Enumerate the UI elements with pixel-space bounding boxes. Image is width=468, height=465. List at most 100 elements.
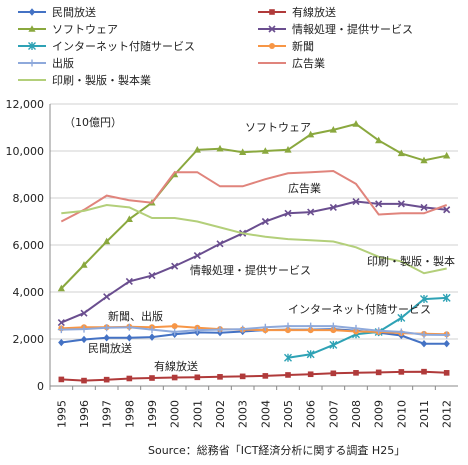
data-point [193,326,201,334]
data-point [103,376,110,383]
data-point [80,261,88,268]
legend-label: 新聞 [292,39,314,53]
data-point [420,156,428,164]
data-point [397,313,406,322]
legend-item: インターネット付随サービス [18,39,195,53]
x-tick-label: 2002 [214,400,227,428]
data-point [239,148,247,155]
legend-item: 出版 [18,56,74,70]
series [57,120,451,292]
series-label: 有線放送 [154,359,198,373]
data-point [375,369,382,376]
data-point [421,368,427,375]
x-tick-label: 2011 [418,400,431,428]
legend-item: 情報処理・提供サービス [258,22,413,36]
x-tick-label: 2001 [191,400,204,428]
data-point [103,334,110,342]
data-point [352,324,360,332]
data-point [307,322,315,330]
data-point [193,146,201,153]
series-line [60,169,448,223]
data-point [216,240,224,248]
series-label: 印刷・製版・製本 [367,254,455,268]
data-point [375,200,383,208]
series-label: ソフトウェア [245,121,311,134]
series-label: 新聞、出版 [108,309,163,323]
legend-item: 新聞 [258,39,314,53]
x-tick-label: 2009 [373,400,386,428]
source-note: Source：総務省「ICT経済分析に関する調査 H25」 [148,443,405,457]
data-point [171,328,179,336]
series-label: インターネット付随サービス [288,302,431,316]
data-point [420,295,428,304]
data-point [58,338,65,347]
series [57,322,451,339]
data-point [81,377,87,384]
data-point [262,373,269,379]
data-point [284,322,292,330]
x-tick-label: 1998 [123,400,136,428]
series-label: 民間放送 [88,341,132,355]
y-tick-label: 0 [37,380,44,393]
data-point [148,271,156,280]
data-point [217,374,223,380]
data-point [57,284,65,292]
legend-label: 有線放送 [292,5,336,19]
y-tick-label: 6,000 [13,239,45,252]
data-point [103,324,111,332]
data-point [284,209,292,217]
x-tick-label: 2004 [259,400,272,428]
data-point [329,340,338,349]
data-point [329,203,337,211]
data-point [330,370,337,377]
data-point [28,42,36,50]
data-point [330,327,337,334]
data-point [261,217,269,226]
data-point [57,326,65,334]
data-point [268,25,276,33]
data-point [171,262,179,270]
data-point [443,151,451,159]
legend-item: ソフトウェア [18,23,118,36]
data-point [126,375,133,382]
data-point [306,350,315,359]
data-point [171,323,178,330]
series [61,203,447,275]
data-point [171,374,178,381]
data-point [352,197,360,206]
data-point [58,376,65,383]
data-point [420,340,428,348]
x-tick-label: 2012 [441,400,454,428]
data-point [420,203,428,211]
x-tick-label: 1997 [101,400,114,428]
x-tick-label: 2010 [395,400,408,428]
data-point [285,372,291,378]
y-tick-label: 10,000 [6,145,45,158]
data-point [284,353,292,362]
data-point [80,309,88,317]
data-point [239,325,247,333]
x-tick-label: 2007 [327,400,340,428]
y-tick-label: 4,000 [13,286,45,299]
data-point [329,322,337,330]
series [58,368,450,384]
data-point [443,340,450,348]
y-tick-label: 12,000 [6,98,45,111]
data-point [80,325,88,333]
data-point [80,335,88,344]
legend-item: 有線放送 [258,5,336,19]
x-tick-label: 2008 [350,400,363,428]
x-tick-label: 2000 [169,400,182,428]
legend-label: インターネット付随サービス [52,39,195,53]
data-point [216,144,224,152]
data-point [307,371,314,378]
data-point [103,293,111,301]
legend-item: 民間放送 [18,5,96,19]
series-line [61,325,447,336]
y-tick-label: 8,000 [13,192,45,205]
data-point [375,136,383,144]
series-line [61,203,447,275]
data-point [398,369,405,375]
